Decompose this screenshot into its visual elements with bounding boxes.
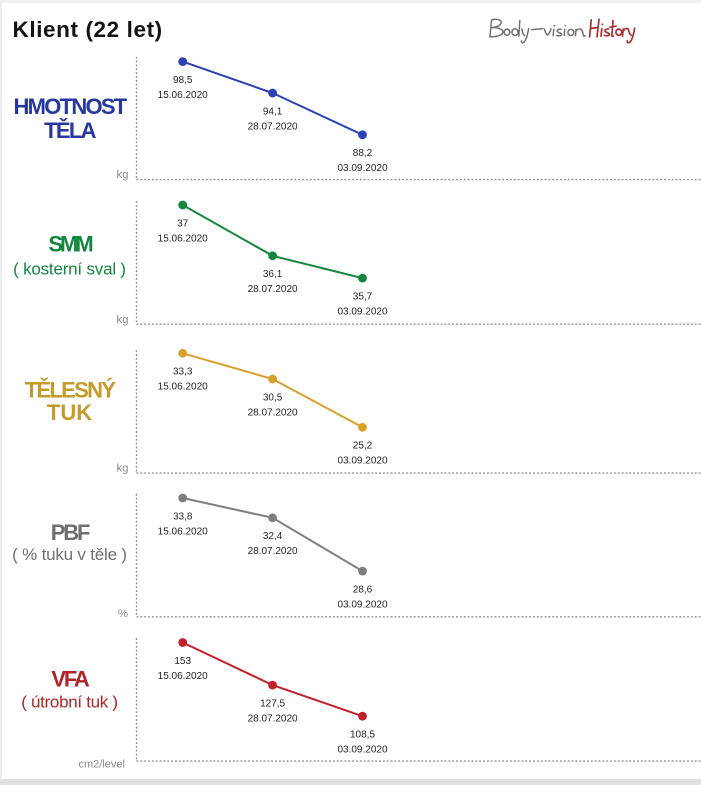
svg-text:03.09.2020: 03.09.2020 [337,307,387,318]
svg-text:28.07.2020: 28.07.2020 [248,407,298,418]
svg-text:98,5: 98,5 [173,75,193,86]
svg-text:( útrobní tuk ): ( útrobní tuk ) [21,693,118,712]
svg-text:36,1: 36,1 [263,269,283,280]
svg-text:33,3: 33,3 [173,367,193,378]
svg-text:kg: kg [116,462,128,474]
svg-text:SMM: SMM [48,231,92,256]
svg-text:VFA: VFA [51,667,89,692]
svg-text:15.06.2020: 15.06.2020 [158,90,208,101]
svg-text:15.06.2020: 15.06.2020 [158,526,208,537]
svg-text:127,5: 127,5 [260,698,285,709]
svg-text:28.07.2020: 28.07.2020 [248,121,298,132]
svg-text:35,7: 35,7 [353,291,373,302]
svg-text:TĚLESNÝ: TĚLESNÝ [25,377,117,402]
svg-text:PBF: PBF [51,520,90,545]
svg-text:03.09.2020: 03.09.2020 [337,745,387,756]
svg-text:32,4: 32,4 [263,531,283,542]
svg-text:15.06.2020: 15.06.2020 [158,382,208,393]
svg-text:HMOTNOST: HMOTNOST [14,94,128,119]
svg-text:153: 153 [174,656,191,667]
svg-text:TUK: TUK [47,400,92,425]
svg-text:03.09.2020: 03.09.2020 [337,456,387,467]
svg-text:37: 37 [177,218,189,229]
svg-text:108,5: 108,5 [350,730,375,741]
svg-text:%: % [118,608,128,620]
svg-text:03.09.2020: 03.09.2020 [337,163,387,174]
svg-text:30,5: 30,5 [263,392,283,403]
svg-text:33,8: 33,8 [173,511,193,522]
svg-text:28.07.2020: 28.07.2020 [248,546,298,557]
svg-text:15.06.2020: 15.06.2020 [158,233,208,244]
svg-text:25,2: 25,2 [353,441,373,452]
svg-text:03.09.2020: 03.09.2020 [337,600,387,611]
svg-text:28.07.2020: 28.07.2020 [248,284,298,295]
svg-text:kg: kg [116,314,128,326]
svg-text:( % tuku v těle ): ( % tuku v těle ) [12,545,127,564]
svg-text:TĚLA: TĚLA [44,118,96,143]
svg-text:28.07.2020: 28.07.2020 [248,714,298,725]
svg-text:28,6: 28,6 [353,584,373,595]
svg-text:94,1: 94,1 [263,106,283,117]
svg-text:cm2/level: cm2/level [79,758,126,770]
svg-text:Klient (22 let): Klient (22 let) [13,17,163,42]
svg-text:88,2: 88,2 [353,148,373,159]
svg-text:15.06.2020: 15.06.2020 [158,671,208,682]
svg-text:( kosterní sval ): ( kosterní sval ) [13,260,126,279]
svg-text:kg: kg [116,169,128,181]
